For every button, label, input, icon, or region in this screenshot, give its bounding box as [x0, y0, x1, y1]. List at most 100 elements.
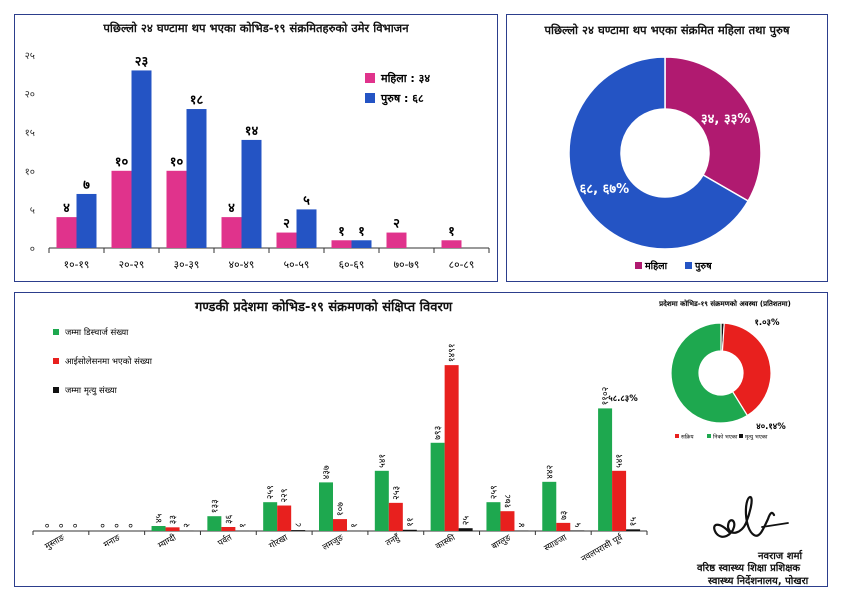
- bar: [570, 530, 585, 531]
- x-tick-label: नवलपरासी पूर्व: [579, 532, 625, 565]
- x-tick-label: लमजुङ: [321, 533, 346, 553]
- bar: [207, 516, 222, 531]
- data-label: २५: [462, 516, 472, 526]
- data-label: १: [338, 224, 345, 239]
- data-label: २: [393, 217, 400, 232]
- data-label: ०: [43, 523, 53, 528]
- data-label: १४९१: [448, 343, 458, 362]
- legend-label: जम्मा मृत्यु संख्या: [65, 385, 118, 396]
- bar: [263, 502, 278, 531]
- legend-label: सक्रिय: [681, 434, 694, 441]
- data-label: ४: [63, 201, 70, 216]
- legend-swatch: [635, 262, 642, 269]
- legend-swatch: [739, 434, 743, 438]
- bar: [111, 170, 132, 248]
- x-tick-label: ५०-५९: [284, 259, 310, 271]
- legend-label: महिला: [644, 260, 668, 272]
- signatory-name: नवराज शर्मा: [758, 551, 803, 562]
- legend-swatch: [365, 93, 375, 103]
- x-tick-label: १०-१९: [64, 259, 90, 271]
- age-chart-title: पछिल्लो २४ घण्टामा थप भएका कोभिड-१९ संक्…: [103, 21, 409, 35]
- bar: [386, 232, 407, 248]
- data-label: २५९: [489, 485, 499, 499]
- slice-label: ५८.८३%: [608, 394, 638, 404]
- bar: [166, 170, 187, 248]
- data-label: ४५: [155, 513, 165, 523]
- data-label: १०७: [336, 502, 346, 516]
- x-tick-label: ६०-६९: [339, 259, 365, 271]
- data-label: ८: [294, 522, 304, 527]
- data-label: २३: [135, 54, 149, 69]
- donut-slice: [568, 56, 750, 250]
- legend-swatch: [53, 387, 59, 393]
- slice-label: ४०.१४%: [756, 422, 786, 432]
- x-tick-label: मुस्ताङ: [43, 533, 67, 552]
- data-label: ०: [57, 523, 67, 528]
- data-label: ७३: [559, 511, 569, 520]
- bar: [388, 502, 403, 531]
- bar: [165, 527, 180, 531]
- signature-scribble: [713, 495, 789, 538]
- x-tick-label: स्याङजा: [543, 533, 570, 554]
- bar: [241, 139, 262, 248]
- data-label: १८: [190, 93, 204, 108]
- x-tick-label: ७०-७९: [394, 259, 420, 271]
- bar: [542, 481, 557, 531]
- data-label: १: [448, 224, 455, 239]
- bar: [331, 240, 352, 248]
- gender-donut-chart: ३४, ३३% ६८, ६७% महिला पुरुष: [568, 56, 762, 272]
- bar: [186, 109, 207, 248]
- x-tick-label: २०-२९: [119, 259, 145, 271]
- legend-label: निको भएका: [713, 434, 738, 441]
- data-label: ४४२: [545, 464, 555, 478]
- y-tick-label: २०: [25, 90, 35, 101]
- legend-label: पुरुष : ६८: [380, 92, 424, 106]
- slice-label: १.०३%: [754, 318, 779, 328]
- bar: [458, 528, 473, 531]
- data-label: ११०२: [601, 386, 611, 405]
- legend-swatch: [53, 329, 59, 335]
- data-label: १५: [629, 517, 639, 527]
- data-label: २२९: [280, 488, 290, 502]
- x-tick-label: बाग्लुङ: [490, 533, 513, 552]
- signatory-office: स्वास्थ्य निर्देशनालय, पोखरा: [708, 576, 809, 587]
- data-label: २: [283, 217, 290, 232]
- donut-slice: [670, 322, 749, 424]
- bar: [598, 408, 613, 531]
- data-label: ०: [71, 523, 81, 528]
- data-label: २५३: [392, 486, 402, 500]
- legend-label: आईसोलेसनमा भएको संख्या: [65, 356, 153, 367]
- bar: [291, 530, 306, 531]
- x-tick-label: तनहुँ: [384, 532, 403, 549]
- y-tick-label: ५: [30, 205, 35, 216]
- data-label: ४३७: [322, 465, 332, 479]
- bar: [612, 470, 627, 531]
- bar: [76, 193, 97, 248]
- gender-chart-title: पछिल्लो २४ घण्टामा थप भएका संक्रमित महिल…: [544, 23, 790, 37]
- y-tick-label: १०: [25, 167, 35, 178]
- data-label: १७८: [503, 494, 513, 508]
- legend-label: जम्मा डिस्चार्ज संख्या: [65, 327, 129, 338]
- slice-label: ३४, ३३%: [701, 112, 751, 127]
- bar: [151, 525, 166, 531]
- data-label: १: [358, 224, 365, 239]
- bar: [296, 209, 317, 248]
- data-label: ३६: [224, 514, 234, 524]
- data-label: ५४१: [615, 454, 625, 468]
- bar: [626, 529, 641, 531]
- data-label: १: [238, 523, 248, 528]
- legend-label: मृत्यु भएका: [745, 435, 768, 441]
- bar: [277, 505, 292, 531]
- y-tick-label: २५: [25, 51, 35, 62]
- x-tick-label: कास्की: [434, 532, 458, 552]
- age-breakdown-panel: पछिल्लो २४ घण्टामा थप भएका कोभिड-१९ संक्…: [14, 14, 498, 282]
- y-tick-label: १५: [25, 128, 35, 139]
- bar: [556, 522, 571, 531]
- donut-slice: [664, 56, 762, 203]
- bar: [333, 519, 347, 531]
- data-label: २: [183, 523, 193, 528]
- bar: [276, 232, 297, 248]
- bar: [131, 70, 152, 248]
- bar: [56, 217, 77, 248]
- data-label: ४: [228, 201, 235, 216]
